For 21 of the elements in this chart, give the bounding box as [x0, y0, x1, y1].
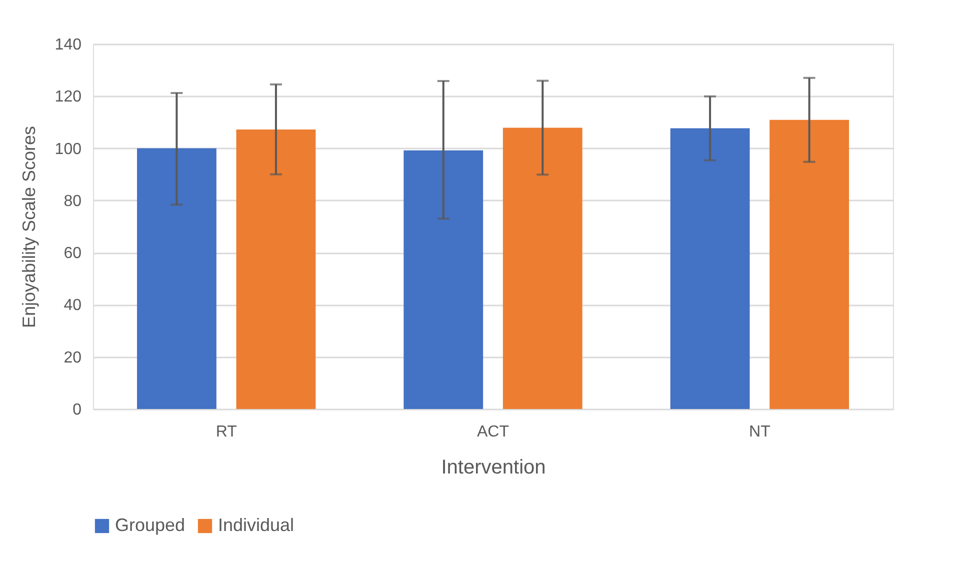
y-tick-label: 60	[64, 245, 82, 262]
legend-label: Grouped	[115, 515, 186, 535]
y-axis-title: Enjoyability Scale Scores	[18, 126, 39, 328]
bar	[404, 150, 484, 409]
x-tick-label: ACT	[477, 424, 510, 440]
bar	[502, 128, 582, 409]
x-tick-label: NT	[749, 424, 771, 440]
bar	[770, 120, 849, 409]
y-tick-label: 20	[64, 349, 82, 366]
bar	[137, 148, 216, 409]
y-tick-label: 80	[64, 192, 82, 210]
y-tick-label: 0	[72, 402, 82, 418]
bar	[670, 128, 750, 409]
y-tick-label: 40	[64, 297, 82, 314]
legend-label: Individual	[218, 515, 294, 535]
y-tick-label: 100	[54, 140, 82, 158]
y-tick-label: 120	[54, 88, 82, 106]
y-tick-label: 140	[54, 36, 82, 54]
x-tick-label: RT	[216, 424, 238, 440]
x-axis-title: Intervention	[441, 456, 546, 478]
bar	[236, 130, 316, 409]
